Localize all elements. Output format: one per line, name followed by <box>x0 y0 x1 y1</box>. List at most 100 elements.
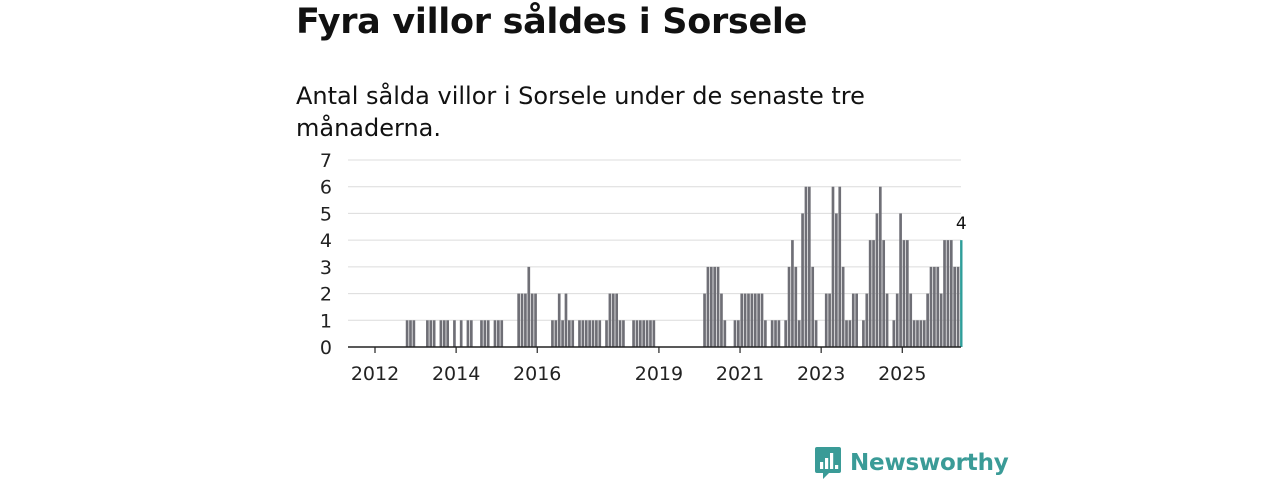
bar <box>568 320 571 347</box>
bar <box>939 293 943 347</box>
bar <box>865 293 869 347</box>
bar <box>581 320 585 347</box>
bar <box>608 293 612 347</box>
bar <box>426 320 429 347</box>
bar <box>764 320 767 347</box>
bar <box>946 240 950 347</box>
highlight-value-label: 4 <box>956 214 967 234</box>
bar <box>936 266 940 347</box>
bar <box>500 320 504 347</box>
bar <box>632 320 635 347</box>
bar <box>757 293 760 347</box>
bar <box>652 320 656 347</box>
chart-title: Fyra villor såldes i Sorsele <box>296 2 808 42</box>
bar <box>943 240 946 347</box>
bar <box>571 320 575 347</box>
bar <box>591 320 595 347</box>
bar <box>814 320 818 347</box>
bar <box>588 320 591 347</box>
bar <box>855 293 858 347</box>
bars <box>405 186 963 347</box>
bar <box>912 320 916 347</box>
bar <box>933 266 936 347</box>
bar <box>885 293 889 347</box>
bar <box>784 320 788 347</box>
bar <box>649 320 652 347</box>
bar <box>534 293 537 347</box>
bar <box>747 293 750 347</box>
bar <box>743 293 747 347</box>
bar <box>486 320 490 347</box>
bar <box>750 293 754 347</box>
highlighted-bar <box>960 240 963 347</box>
bar <box>733 320 737 347</box>
y-tick-label: 1 <box>320 310 332 332</box>
bar <box>564 293 568 347</box>
bar <box>713 266 717 347</box>
bar <box>469 320 473 347</box>
bar <box>480 320 483 347</box>
bar <box>892 320 896 347</box>
bar <box>787 266 791 347</box>
x-tick-label: 2023 <box>797 363 845 385</box>
x-tick-label: 2021 <box>716 363 764 385</box>
bar <box>611 293 615 347</box>
bar <box>578 320 581 347</box>
bar <box>453 320 456 347</box>
x-tick-label: 2014 <box>432 363 480 385</box>
bar <box>429 320 433 347</box>
bar <box>926 293 929 347</box>
bar <box>716 266 720 347</box>
bar <box>909 293 913 347</box>
bar <box>615 293 619 347</box>
bar <box>439 320 443 347</box>
bar <box>635 320 639 347</box>
bar <box>899 213 902 347</box>
annotations: 4 <box>956 214 967 234</box>
bar <box>446 320 450 347</box>
bar <box>838 186 842 347</box>
bar <box>723 320 727 347</box>
x-tick-label: 2019 <box>635 363 683 385</box>
bar <box>824 293 828 347</box>
bar <box>794 266 798 347</box>
bar <box>956 266 960 347</box>
bar <box>875 213 879 347</box>
bar <box>906 240 909 347</box>
bar <box>527 266 531 347</box>
bar <box>530 293 534 347</box>
newsworthy-logo: Newsworthy <box>814 446 1009 480</box>
bar <box>797 320 801 347</box>
bar <box>740 293 744 347</box>
x-tick-label: 2016 <box>513 363 561 385</box>
bar <box>831 186 835 347</box>
y-tick-label: 5 <box>320 203 332 225</box>
bar <box>703 293 706 347</box>
bar <box>760 293 764 347</box>
bar <box>557 293 561 347</box>
bar <box>922 320 926 347</box>
bar <box>605 320 608 347</box>
bar <box>493 320 497 347</box>
bar <box>638 320 642 347</box>
bar <box>845 320 848 347</box>
bar <box>432 320 436 347</box>
bar <box>868 240 872 347</box>
bar <box>791 240 794 347</box>
bar <box>405 320 409 347</box>
brand-name: Newsworthy <box>850 450 1009 476</box>
bar <box>497 320 500 347</box>
x-tick-label: 2012 <box>351 363 399 385</box>
bar <box>561 320 564 347</box>
bar <box>841 266 845 347</box>
bar <box>807 186 811 347</box>
bar <box>459 320 463 347</box>
bar <box>753 293 757 347</box>
x-axis-ticks: 2012 2014 2016 2019 2021 2023 2025 <box>351 347 926 385</box>
bar <box>737 320 740 347</box>
bar <box>520 293 524 347</box>
bar <box>953 266 957 347</box>
bar <box>584 320 588 347</box>
bar <box>524 293 527 347</box>
bar <box>774 320 777 347</box>
